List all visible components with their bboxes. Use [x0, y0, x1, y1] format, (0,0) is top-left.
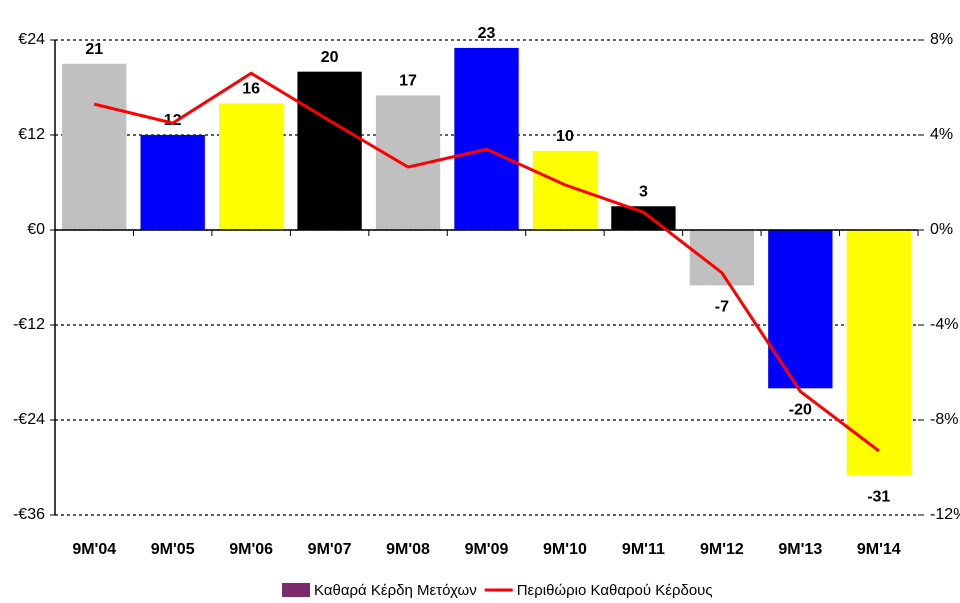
x-tick-label: 9M'06 [229, 541, 273, 558]
data-label: 16 [242, 81, 260, 98]
data-label: 12 [164, 112, 182, 129]
data-label: 20 [321, 49, 339, 66]
y2-tick-label: 8% [930, 31, 953, 48]
y2-tick-label: -12% [930, 506, 960, 523]
y-tick-label: €12 [18, 126, 45, 143]
data-label: 23 [478, 25, 496, 42]
x-tick-label: 9M'10 [543, 541, 587, 558]
legend-swatch [282, 583, 310, 597]
bar [140, 135, 205, 230]
x-tick-label: 9M'11 [622, 541, 665, 558]
line [93, 71, 880, 453]
data-label: 10 [556, 128, 574, 145]
x-tick-label: 9M'04 [72, 541, 116, 558]
bar [454, 47, 519, 230]
x-tick-label: 9M'13 [778, 541, 822, 558]
data-label: -31 [867, 489, 890, 506]
data-label: 21 [85, 41, 103, 58]
x-tick-label: 9M'07 [308, 541, 352, 558]
y2-tick-label: -8% [930, 411, 958, 428]
y2-tick-label: -4% [930, 316, 958, 333]
bar [297, 71, 362, 231]
y-tick-label: €0 [27, 221, 45, 238]
x-tick-label: 9M'12 [700, 541, 744, 558]
data-label: -7 [715, 299, 729, 316]
x-tick-label: 9M'05 [151, 541, 195, 558]
bar [532, 150, 598, 230]
data-label: 17 [399, 73, 417, 90]
data-label: 3 [639, 183, 648, 200]
y-tick-label: -€36 [13, 506, 45, 523]
bar [689, 230, 755, 286]
y-tick-label: €24 [18, 31, 45, 48]
y2-tick-label: 0% [930, 221, 953, 238]
bar [218, 103, 284, 230]
x-tick-label: 9M'08 [386, 541, 430, 558]
y-tick-label: -€12 [13, 316, 45, 333]
bar [768, 230, 833, 389]
legend-label: Περιθώριο Καθαρού Κέρδους [517, 582, 713, 599]
y-tick-label: -€24 [13, 411, 45, 428]
y2-tick-label: 4% [930, 126, 953, 143]
x-tick-label: 9M'09 [465, 541, 509, 558]
legend-label: Καθαρά Κέρδη Μετόχων [314, 582, 477, 599]
x-tick-label: 9M'14 [857, 541, 901, 558]
bar [846, 230, 911, 476]
bar [611, 206, 676, 230]
bar [62, 63, 127, 230]
data-label: -20 [789, 402, 812, 419]
